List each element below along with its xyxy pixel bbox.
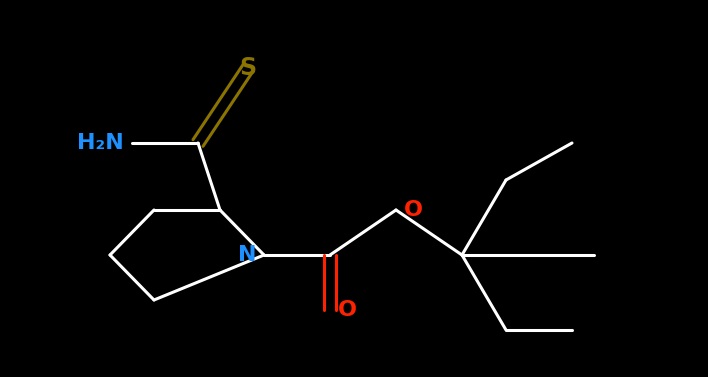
Text: O: O bbox=[338, 300, 357, 320]
Text: O: O bbox=[404, 200, 423, 220]
Text: N: N bbox=[237, 245, 256, 265]
Text: S: S bbox=[239, 56, 256, 80]
Text: H₂N: H₂N bbox=[77, 133, 124, 153]
